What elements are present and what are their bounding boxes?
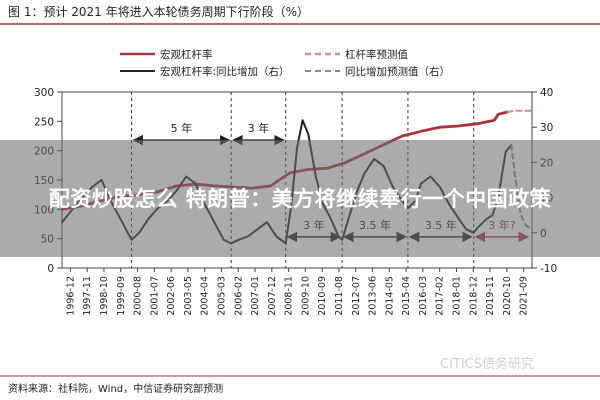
series-line-1 bbox=[506, 109, 533, 113]
x-tick-label: 1999-09 bbox=[116, 276, 127, 316]
headline-overlay: 配资炒股怎么 特朗普：美方将继续奉行一个中国政策 bbox=[0, 140, 600, 257]
y-left-tick-label: 300 bbox=[34, 87, 54, 99]
x-tick-label: 2006-02 bbox=[233, 276, 244, 316]
x-tick-label: 2003-05 bbox=[183, 276, 194, 316]
legend: 宏观杠杆率 杠杆率预测值 宏观杠杆率:同比增加（右） 同比增加预测值（右） bbox=[120, 48, 450, 78]
x-tick-label: 2016-03 bbox=[418, 276, 429, 316]
x-tick-label: 2014-05 bbox=[384, 276, 395, 316]
x-tick-label: 2005-03 bbox=[216, 276, 227, 316]
y-left-tick-label: 250 bbox=[34, 116, 54, 128]
x-tick-label: 2002-06 bbox=[166, 276, 177, 316]
y-right-tick-label: 30 bbox=[540, 122, 553, 134]
x-tick-label: 2009-10 bbox=[300, 276, 311, 316]
x-tick-label: 1996-12 bbox=[65, 276, 76, 316]
overlay-headline: 配资炒股怎么 特朗普：美方将继续奉行一个中国政策 bbox=[48, 186, 552, 211]
x-tick-label: 2015-04 bbox=[401, 276, 412, 316]
x-tick-label: 1998-10 bbox=[99, 276, 110, 316]
legend-label-yoy-forecast: 同比增加预测值（右） bbox=[345, 65, 450, 78]
watermark-text: CITICS债务研究 bbox=[440, 356, 534, 372]
x-tick-label: 1997-11 bbox=[82, 276, 93, 316]
y-right-tick-label: -10 bbox=[540, 263, 557, 275]
x-tick-label: 2020-10 bbox=[502, 276, 513, 316]
x-tick-label: 2018-01 bbox=[451, 276, 462, 316]
legend-label-leverage-forecast: 杠杆率预测值 bbox=[345, 48, 408, 61]
x-tick-label: 2013-06 bbox=[368, 276, 379, 316]
y-right-tick-label: 40 bbox=[540, 87, 553, 99]
x-tick-label: 2007-01 bbox=[250, 276, 261, 316]
x-tick-label: 2019-11 bbox=[485, 276, 496, 316]
legend-label-yoy: 宏观杠杆率:同比增加（右） bbox=[160, 65, 290, 78]
legend-label-leverage: 宏观杠杆率 bbox=[160, 48, 213, 61]
x-tick-label: 2008-11 bbox=[284, 276, 295, 316]
x-tick-label: 2017-02 bbox=[435, 276, 446, 316]
source-note: 资料来源：社科院，Wind，中信证券研究部预测 bbox=[8, 382, 223, 395]
x-tick-label: 2007-12 bbox=[267, 276, 278, 316]
x-axis-ticks: 1996-12 1997-11 1998-10 1999-09 2000-08 2001-… bbox=[65, 268, 530, 316]
x-tick-label: 2000-08 bbox=[133, 276, 144, 316]
x-tick-label: 2004-04 bbox=[200, 276, 211, 316]
x-tick-label: 2021-09 bbox=[519, 276, 530, 316]
x-tick-label: 2011-08 bbox=[334, 276, 345, 316]
period-label: 5 年 bbox=[171, 121, 193, 135]
x-tick-label: 2010-09 bbox=[317, 276, 328, 316]
period-label: 3 年 bbox=[248, 121, 270, 135]
y-left-tick-label: 0 bbox=[47, 263, 54, 275]
x-tick-label: 2001-07 bbox=[149, 276, 160, 316]
figure-title: 图 1：预计 2021 年将进入本轮债务周期下行阶段（%） bbox=[8, 4, 309, 19]
x-tick-label: 2018-12 bbox=[468, 276, 479, 316]
x-tick-label: 2012-07 bbox=[351, 276, 362, 316]
